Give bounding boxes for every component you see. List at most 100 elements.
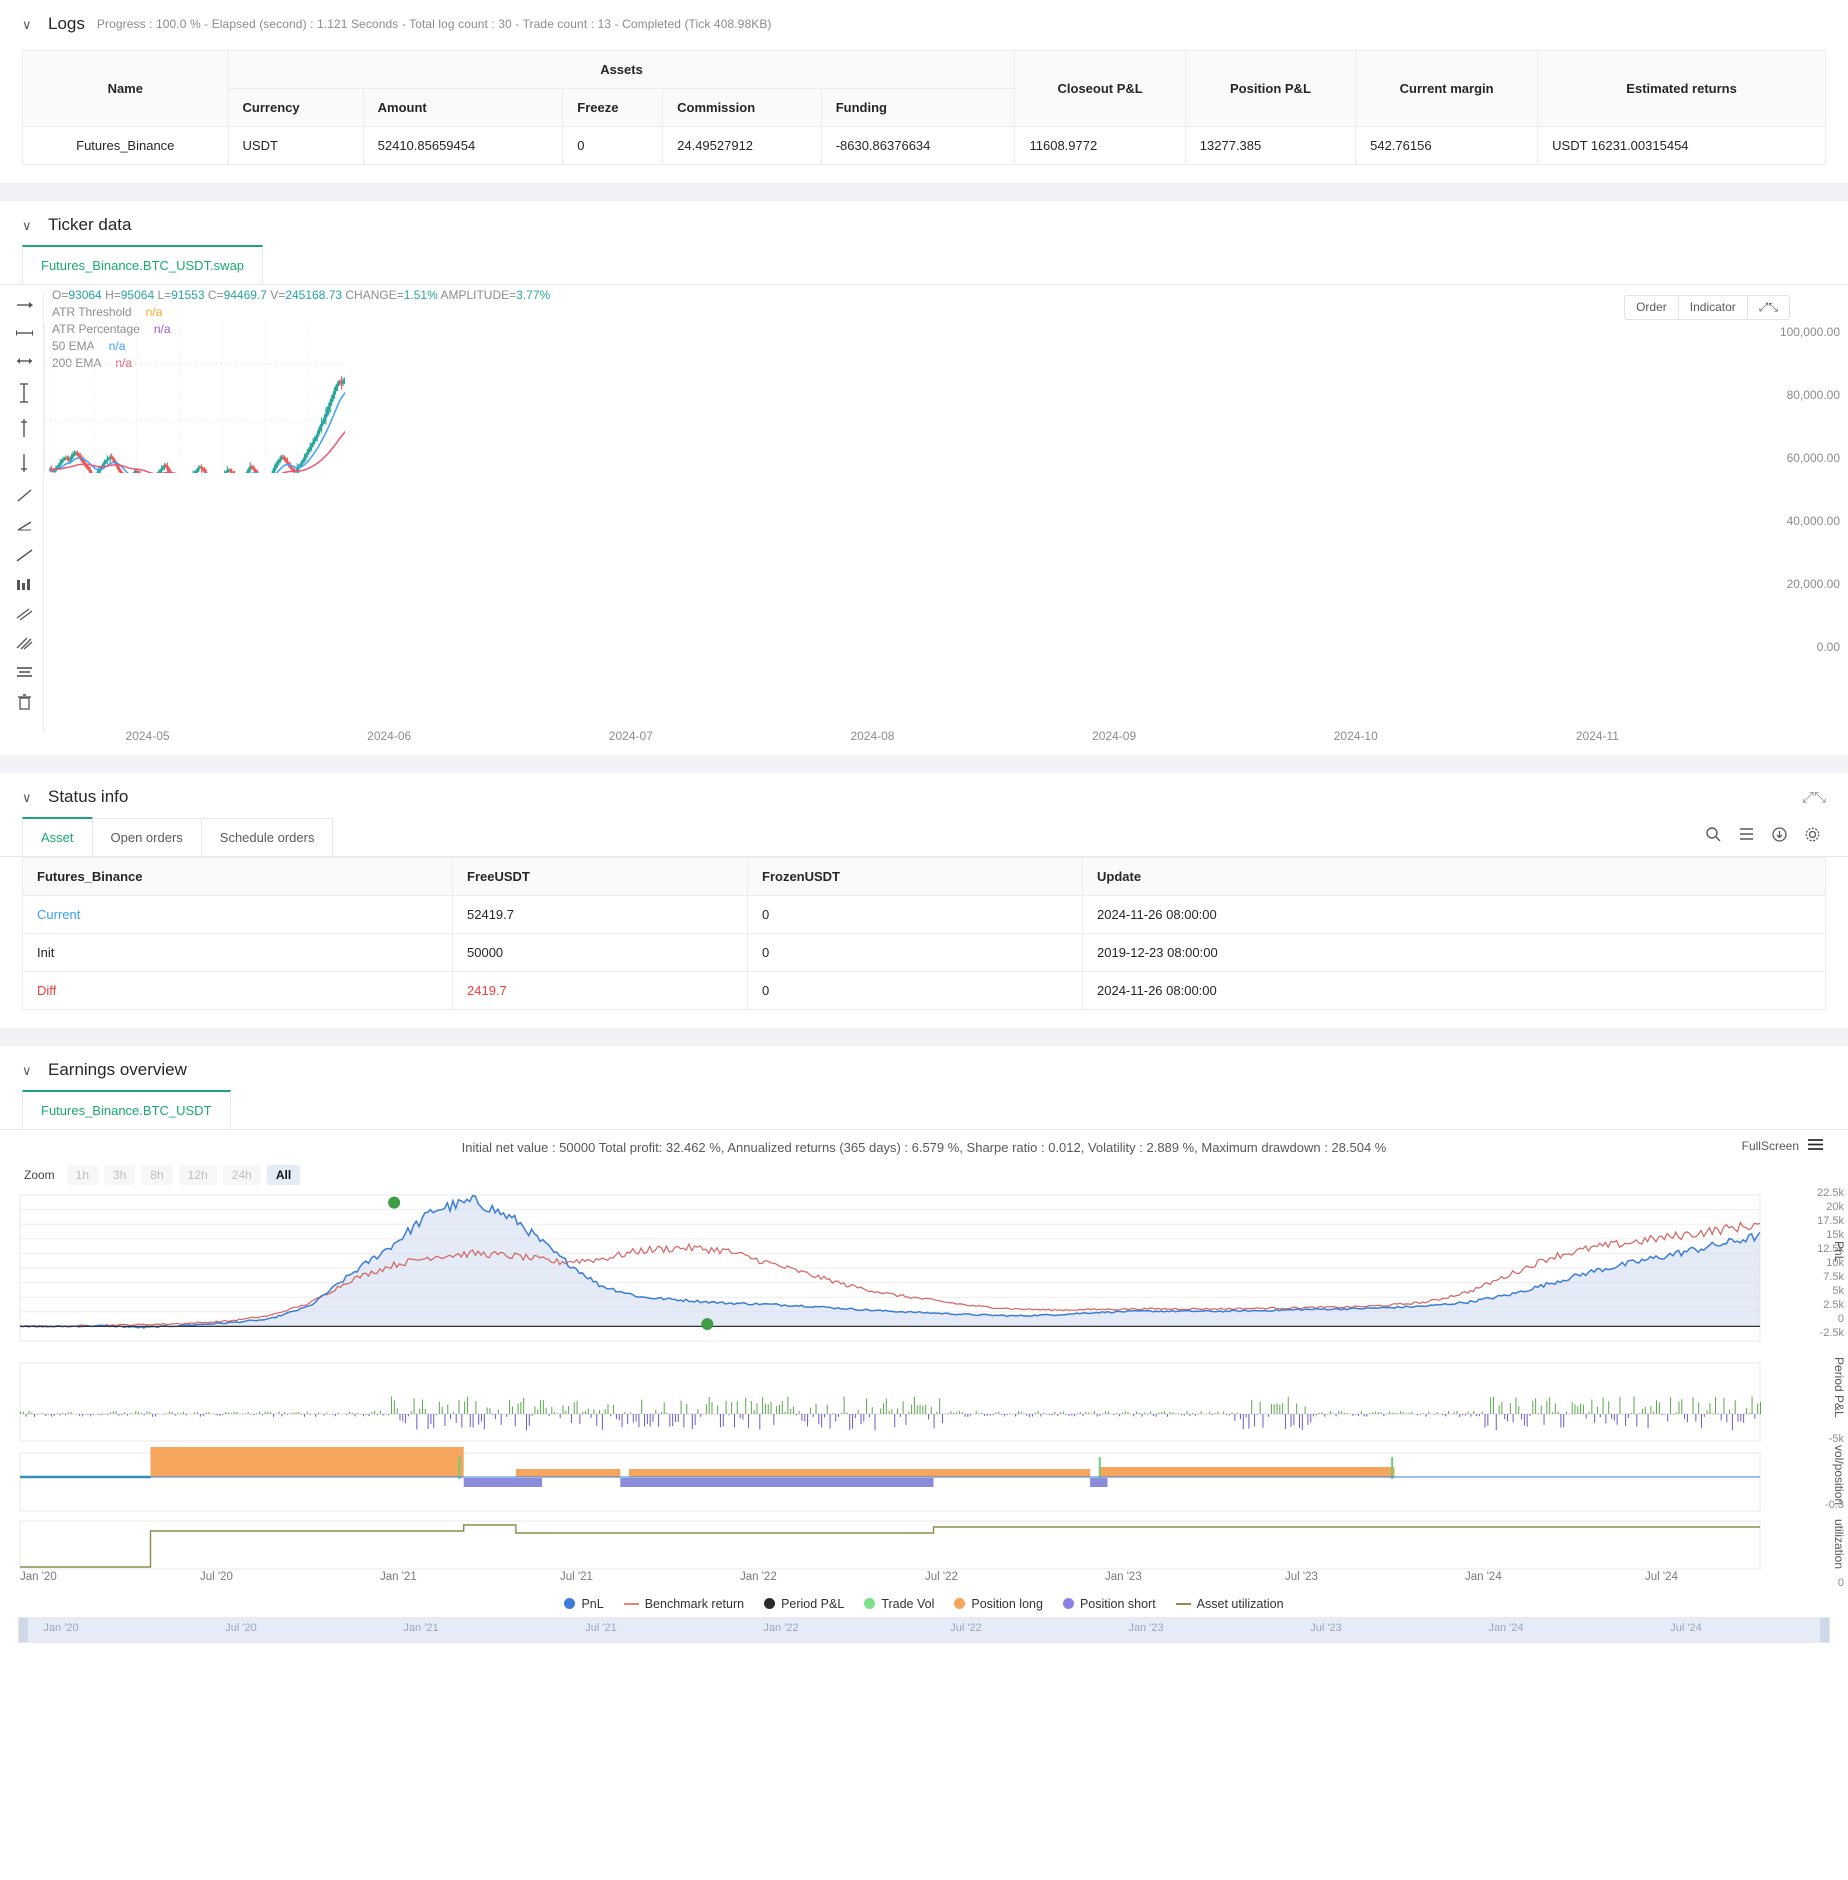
indicator-value: n/a (153, 322, 171, 336)
gear-icon[interactable] (1805, 827, 1820, 846)
earnings-panel: ∨ Earnings overview Futures_Binance.BTC_… (0, 1046, 1848, 1643)
fullscreen-icon[interactable]: ⤢⤡ (1758, 300, 1778, 314)
order-button[interactable]: Order (1625, 296, 1679, 319)
nav-tick: Jan '20 (43, 1622, 79, 1634)
parallel-channel-icon[interactable] (16, 607, 33, 621)
trash-icon[interactable] (17, 694, 32, 710)
legend-item-trade-vol[interactable]: Trade Vol (864, 1597, 934, 1611)
date-tick: 2024-11 (1575, 729, 1619, 743)
candlestick-plot[interactable] (44, 323, 345, 473)
fullscreen-button[interactable]: FullScreen (1742, 1138, 1824, 1154)
zoom-option-3h[interactable]: 3h (104, 1165, 136, 1185)
pnl-tick: 10k (1826, 1257, 1844, 1269)
range-navigator[interactable]: Jan '20 Jul '20 Jan '21 Jul '21 Jan '22 … (18, 1617, 1830, 1643)
horizontal-line-icon[interactable] (16, 327, 33, 340)
legend-item-period-pl[interactable]: Period P&L (764, 1597, 844, 1611)
range-handle-left[interactable] (19, 1618, 28, 1642)
range-handle-right[interactable] (1820, 1618, 1829, 1642)
section-divider (0, 1028, 1848, 1046)
chevron-down-icon[interactable]: ∨ (22, 1062, 32, 1078)
cell-row-label[interactable]: Current (22, 895, 453, 934)
zoom-option-1h[interactable]: 1h (66, 1165, 99, 1185)
chevron-down-icon[interactable]: ∨ (22, 16, 32, 32)
pnl-tick: 2.5k (1823, 1299, 1844, 1311)
range-selection[interactable] (19, 1618, 1829, 1642)
col-closeout-pl: Closeout P&L (1014, 50, 1186, 127)
chart-toolbar-buttons[interactable]: Order Indicator ⤢⤡ (1624, 295, 1790, 320)
ray-icon[interactable] (19, 418, 30, 438)
status-tool-icons (1706, 827, 1826, 846)
indicator-button[interactable]: Indicator (1679, 296, 1748, 319)
fibonacci-icon[interactable] (16, 578, 33, 592)
tab-schedule-orders[interactable]: Schedule orders (200, 817, 334, 856)
arrow-icon[interactable] (16, 355, 33, 368)
legend-item-asset-utilization[interactable]: Asset utilization (1175, 1597, 1284, 1611)
crosshair-icon[interactable] (16, 299, 33, 312)
earnings-charts[interactable]: 22.5k 20k 17.5k 15k 12.5k 10k 7.5k 5k 2.… (0, 1187, 1848, 1589)
legend-item-benchmark-return[interactable]: Benchmark return (623, 1597, 744, 1611)
logs-table: Name Assets Closeout P&L Position P&L Cu… (22, 50, 1826, 165)
search-icon[interactable] (1706, 827, 1721, 846)
logs-title: Logs (48, 14, 85, 33)
trend-angle-icon[interactable] (16, 518, 33, 533)
horizontal-rays-icon[interactable] (16, 665, 33, 679)
date-axis: 2024-05 2024-06 2024-07 2024-08 2024-09 … (44, 729, 1770, 749)
legend-item-position-long[interactable]: Position long (954, 1597, 1043, 1611)
zoom-option-8h[interactable]: 8h (141, 1165, 173, 1185)
nav-tick: Jul '20 (225, 1622, 257, 1634)
extended-line-icon[interactable] (16, 548, 33, 563)
chevron-down-icon[interactable]: ∨ (22, 217, 32, 233)
candlestick-chart[interactable]: O=93064 H=95064 L=91553 C=94469.7 V=2451… (0, 285, 1848, 755)
pnl-tick: 20k (1826, 1201, 1844, 1213)
col-amount: Amount (362, 88, 564, 127)
earnings-plot[interactable] (0, 1189, 1848, 1589)
ohlc-c: 94469.7 (223, 288, 267, 302)
list-icon[interactable] (1739, 827, 1754, 846)
zoom-option-24h[interactable]: 24h (222, 1165, 261, 1185)
segment-icon[interactable] (19, 453, 30, 473)
ticker-panel: ∨ Ticker data Futures_Binance.BTC_USDT.s… (0, 201, 1848, 755)
x-tick: Jul '20 (200, 1571, 233, 1583)
status-panel: ∨ Status info ⤢⤡ Asset Open orders Sched… (0, 773, 1848, 1010)
legend-item-position-short[interactable]: Position short (1062, 1597, 1156, 1611)
col-position-pl: Position P&L (1184, 50, 1357, 127)
expand-icon[interactable]: ⤢⤡ (1801, 788, 1826, 806)
col-name: Name (22, 50, 229, 127)
cell-update: 2024-11-26 08:00:00 (1082, 971, 1826, 1010)
download-icon[interactable] (1772, 827, 1787, 846)
table-header-row: Futures_Binance FreeUSDT FrozenUSDT Upda… (22, 857, 1826, 896)
price-tick: 0.00 (1816, 640, 1840, 654)
legend-label: Position short (1079, 1597, 1156, 1611)
tab-futures-binance-btc-usdt-swap[interactable]: Futures_Binance.BTC_USDT.swap (22, 245, 264, 284)
nav-tick: Jan '24 (1488, 1622, 1524, 1634)
chevron-down-icon[interactable]: ∨ (22, 789, 32, 805)
pitchfork-icon[interactable] (16, 636, 33, 650)
col-freeze: Freeze (562, 88, 664, 127)
hamburger-icon[interactable] (1807, 1138, 1824, 1154)
legend-item-pnl[interactable]: PnL (564, 1597, 604, 1611)
cell-free: 52419.7 (452, 895, 748, 934)
utilization-axis-label: utilization (1832, 1519, 1846, 1570)
tab-asset[interactable]: Asset (22, 817, 93, 856)
cell-closeout-pl: 11608.9772 (1014, 126, 1186, 165)
ohlc-readout: O=93064 H=95064 L=91553 C=94469.7 V=2451… (52, 287, 550, 372)
tab-open-orders[interactable]: Open orders (91, 817, 202, 856)
earnings-tabbar: Futures_Binance.BTC_USDT (0, 1090, 1848, 1130)
legend-label: Trade Vol (881, 1597, 935, 1611)
table-row: Current 52419.7 0 2024-11-26 08:00:00 (22, 895, 1826, 934)
zoom-option-12h[interactable]: 12h (178, 1165, 217, 1185)
pnl-tick: 17.5k (1817, 1215, 1844, 1227)
vol-tick: -0.3 (1825, 1499, 1844, 1511)
ohlc-l: 91553 (171, 288, 205, 302)
chart-drawing-toolbar[interactable] (6, 293, 44, 733)
trend-line-icon[interactable] (16, 488, 33, 503)
date-tick: 2024-09 (1092, 729, 1137, 743)
vertical-line-icon[interactable] (19, 383, 30, 403)
cell-currency: USDT (227, 126, 364, 165)
ohlc-c-label: C= (207, 288, 224, 302)
logs-subtitle: Progress : 100.0 % - Elapsed (second) : … (96, 17, 772, 31)
cell-update: 2019-12-23 08:00:00 (1082, 933, 1826, 972)
nav-tick: Jul '21 (585, 1622, 617, 1634)
zoom-option-all[interactable]: All (266, 1165, 301, 1185)
tab-futures-binance-btc-usdt[interactable]: Futures_Binance.BTC_USDT (22, 1090, 231, 1129)
